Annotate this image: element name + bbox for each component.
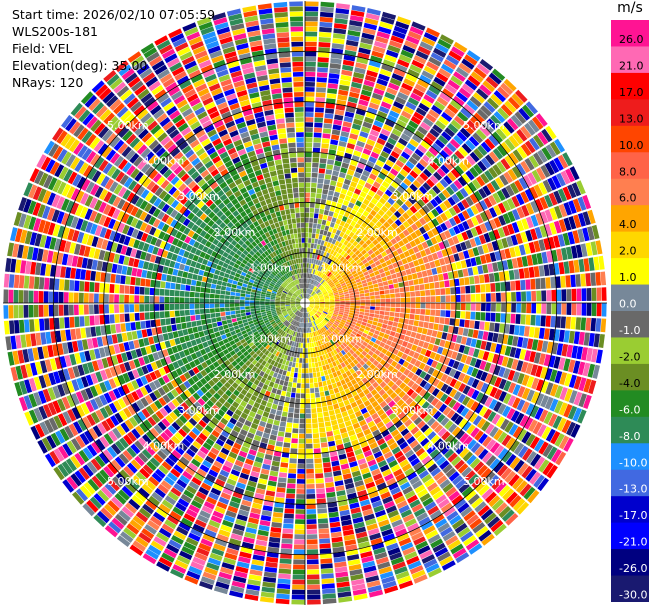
range-ring-label: 3.00km (392, 404, 434, 417)
colorbar-tick-label: 4.0 (619, 218, 637, 231)
start-time: Start time: 2026/02/10 07:05:59 (12, 7, 216, 22)
range-ring-label: 2.00km (356, 368, 398, 381)
nrays: NRays: 120 (12, 75, 84, 90)
range-ring-label: 2.00km (356, 226, 398, 239)
colorbar-tick-label: -30.0 (619, 589, 647, 602)
colorbar-tick-label: 17.0 (619, 86, 644, 99)
colorbar-segment (611, 390, 649, 418)
colorbar-tick-label: 13.0 (619, 112, 644, 125)
gate-group (10, 20, 602, 590)
range-ring-label: 2.00km (214, 368, 256, 381)
gate-group (24, 6, 586, 600)
colorbar-tick-label: -8.0 (619, 430, 640, 443)
range-ring-label: 5.00km (107, 475, 149, 488)
range-ring-label: 4.00km (143, 439, 185, 452)
colorbar-tick-label: 2.0 (619, 245, 637, 258)
gate-group (14, 3, 601, 585)
crosshair-lines (3, 1, 607, 605)
colorbar-segment (611, 46, 649, 74)
colorbar-segment (611, 152, 649, 180)
colorbar-tick-label: -26.0 (619, 562, 647, 575)
elevation: Elevation(deg): 35.00 (12, 58, 148, 73)
range-ring-label: 5.00km (107, 119, 149, 132)
colorbar-segment (611, 496, 649, 524)
range-ring-label: 4.00km (427, 439, 469, 452)
colorbar-segment (611, 205, 649, 233)
range-ring-label: 1.00km (321, 261, 363, 274)
colorbar-segment (611, 443, 649, 471)
colorbar-tick-label: -1.0 (619, 324, 640, 337)
ppi-plot: 1.00km 1.00km 1.00km 1.00km 2.00km 2.00km 2.00… (3, 1, 607, 605)
colorbar-segment (611, 178, 649, 206)
colorbar-tick-label: -10.0 (619, 456, 647, 469)
colorbar-tick-label: -6.0 (619, 403, 640, 416)
colorbar: 26.0 21.0 17.0 13.0 10.0 8.0 6.0 4.0 2.0 1.0 0.0 -1… (611, 20, 649, 602)
gate-group (8, 15, 592, 598)
colorbar-segment (611, 575, 649, 602)
colorbar-tick-label: 1.0 (619, 271, 637, 284)
gate-group (18, 6, 600, 596)
colorbar-segment (611, 416, 649, 444)
colorbar-segment (611, 284, 649, 312)
colorbar-tick-label: 21.0 (619, 59, 644, 72)
gate-group (13, 11, 595, 599)
range-ring-label: 5.00km (463, 475, 505, 488)
colorbar-segment (611, 72, 649, 100)
colorbar-tick-label: -21.0 (619, 536, 647, 549)
velocity-gates (3, 1, 607, 605)
colorbar-segment (611, 522, 649, 550)
colorbar-tick-label: 8.0 (619, 165, 637, 178)
colorbar-segment (611, 125, 649, 153)
scan-info: Start time: 2026/02/10 07:05:59 WLS200s-… (12, 6, 215, 91)
colorbar-tick-label: 0.0 (619, 298, 637, 311)
range-ring-label: 1.00km (249, 333, 291, 346)
range-ring-label: 1.00km (249, 261, 291, 274)
colorbar-tick-label: -17.0 (619, 509, 647, 522)
colorbar-segment (611, 258, 649, 286)
colorbar-tick-label: -13.0 (619, 483, 647, 496)
colorbar-segment (611, 311, 649, 338)
range-ring-label: 4.00km (427, 155, 469, 168)
range-ring-label: 3.00km (392, 190, 434, 203)
range-ring-label: 1.00km (321, 333, 363, 346)
colorbar-segment (611, 363, 649, 391)
colorbar-segment (611, 231, 649, 259)
colorbar-segment (611, 20, 649, 47)
colorbar-segment (611, 99, 649, 127)
colorbar-segment (611, 337, 649, 365)
field-name: Field: VEL (12, 41, 73, 56)
gate-group (12, 27, 607, 588)
instrument-name: WLS200s-181 (12, 24, 98, 39)
range-ring-label: 3.00km (178, 404, 220, 417)
colorbar-tick-label: 26.0 (619, 33, 644, 46)
colorbar-segment (611, 469, 649, 497)
range-ring-labels: 1.00km 1.00km 1.00km 1.00km 2.00km 2.00km 2.00… (107, 119, 505, 488)
range-ring-label: 5.00km (463, 119, 505, 132)
range-ring-label: 2.00km (214, 226, 256, 239)
gate-group (8, 1, 602, 594)
colorbar-tick-label: -4.0 (619, 377, 640, 390)
colorbar-tick-label: -2.0 (619, 350, 640, 363)
range-ring-label: 4.00km (143, 155, 185, 168)
colorbar-title: m/s (617, 0, 643, 16)
range-ring-label: 3.00km (178, 190, 220, 203)
colorbar-tick-label: 10.0 (619, 139, 644, 152)
colorbar-segment (611, 549, 649, 577)
colorbar-tick-label: 6.0 (619, 192, 637, 205)
